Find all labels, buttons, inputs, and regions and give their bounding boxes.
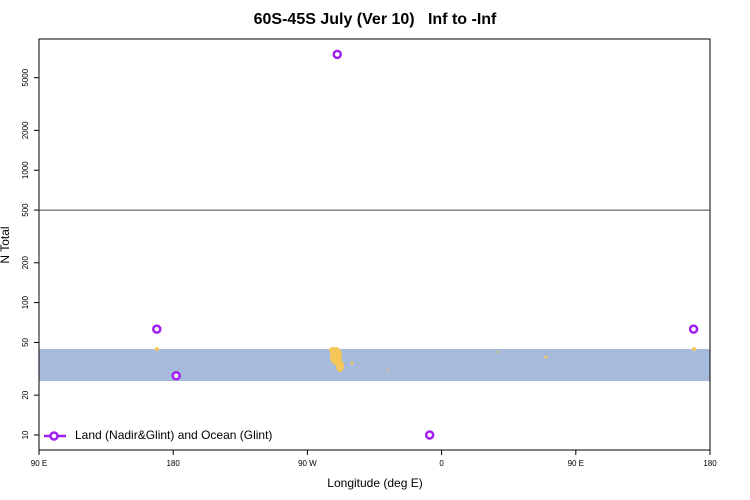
- y-tick-label: 100: [21, 295, 30, 309]
- plot-frame: [38, 38, 711, 451]
- y-tick-label: 10: [21, 430, 30, 439]
- point: [424, 430, 435, 440]
- y-tick-label: 200: [21, 256, 30, 270]
- legend-label: Land (Nadir&Glint) and Ocean (Glint): [75, 428, 272, 442]
- x-tick-label: 180: [703, 459, 717, 468]
- y-tick-label: 5000: [21, 68, 30, 86]
- point: [152, 324, 162, 334]
- x-tick-label: 180: [167, 459, 181, 468]
- y-tick-label: 1000: [21, 161, 30, 179]
- point: [171, 371, 181, 381]
- land: [155, 347, 696, 372]
- y-axis-label: N Total: [0, 226, 12, 263]
- x-tick-label: 0: [439, 459, 444, 468]
- y-tick-label: 500: [21, 203, 30, 217]
- chart-title: 60S-45S July (Ver 10) Inf to -Inf: [254, 11, 497, 28]
- x-tick-label: 90 W: [298, 459, 317, 468]
- x-axis-label: Longitude (deg E): [327, 476, 422, 490]
- point: [332, 49, 342, 60]
- y-tick-label: 20: [21, 390, 30, 399]
- x-tick-label: 90 E: [31, 459, 47, 468]
- latitude-band: [39, 349, 710, 381]
- x-tick-label: 90 E: [568, 459, 584, 468]
- y-tick-label: 50: [21, 337, 30, 346]
- y-tick-label: 2000: [21, 121, 30, 139]
- point: [688, 324, 699, 334]
- legend-marker: [49, 431, 59, 441]
